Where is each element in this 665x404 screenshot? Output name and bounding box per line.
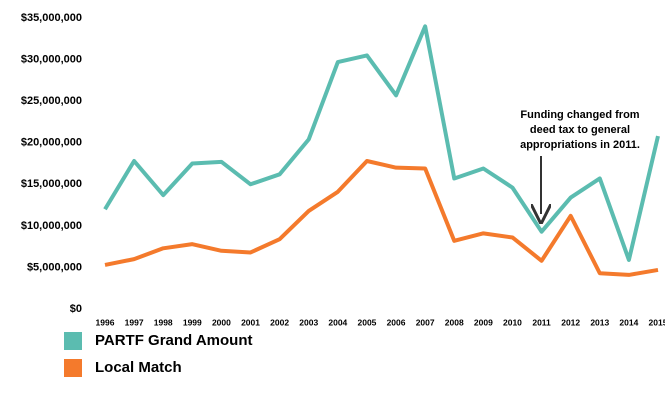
series-line: [103, 24, 660, 262]
x-tick-label: 2006: [387, 317, 406, 327]
x-tick-label: 2015: [649, 317, 665, 327]
legend-label: Local Match: [95, 359, 182, 376]
legend-label: PARTF Grand Amount: [95, 332, 253, 349]
y-tick-label: $35,000,000: [21, 12, 82, 24]
y-tick-label: $20,000,000: [21, 137, 82, 149]
y-tick-label: $10,000,000: [21, 220, 82, 232]
x-tick-label: 1999: [183, 317, 202, 327]
x-tick-label: 2014: [619, 317, 638, 327]
y-tick-label: $15,000,000: [21, 178, 82, 190]
annotation: appropriations in 2011.: [520, 139, 640, 151]
x-tick-label: 2009: [474, 317, 493, 327]
x-tick-label: 2005: [357, 317, 376, 327]
series-line: [104, 159, 659, 277]
x-tick-label: 2004: [328, 317, 347, 327]
x-tick-label: 2012: [561, 317, 580, 327]
legend-swatch: [64, 332, 82, 350]
y-tick-label: $25,000,000: [21, 95, 82, 107]
x-tick-label: 2008: [445, 317, 464, 327]
x-tick-label: 2010: [503, 317, 522, 327]
y-tick-label: $30,000,000: [21, 53, 82, 65]
x-tick-label: 1998: [154, 317, 173, 327]
x-tick-label: 2007: [416, 317, 435, 327]
y-tick-label: $5,000,000: [27, 261, 82, 273]
x-tick-label: 2003: [299, 317, 318, 327]
x-tick-label: 2011: [532, 317, 551, 327]
x-tick-label: 2000: [212, 317, 231, 327]
y-tick-label: $0: [70, 303, 82, 315]
annotation: deed tax to general: [530, 124, 630, 136]
x-tick-label: 2001: [241, 317, 260, 327]
legend-swatch: [64, 359, 82, 377]
annotation: Funding changed from: [520, 109, 639, 121]
x-tick-label: 2002: [270, 317, 289, 327]
x-tick-label: 1997: [125, 317, 144, 327]
x-tick-label: 2013: [590, 317, 609, 327]
x-tick-label: 1996: [96, 317, 115, 327]
